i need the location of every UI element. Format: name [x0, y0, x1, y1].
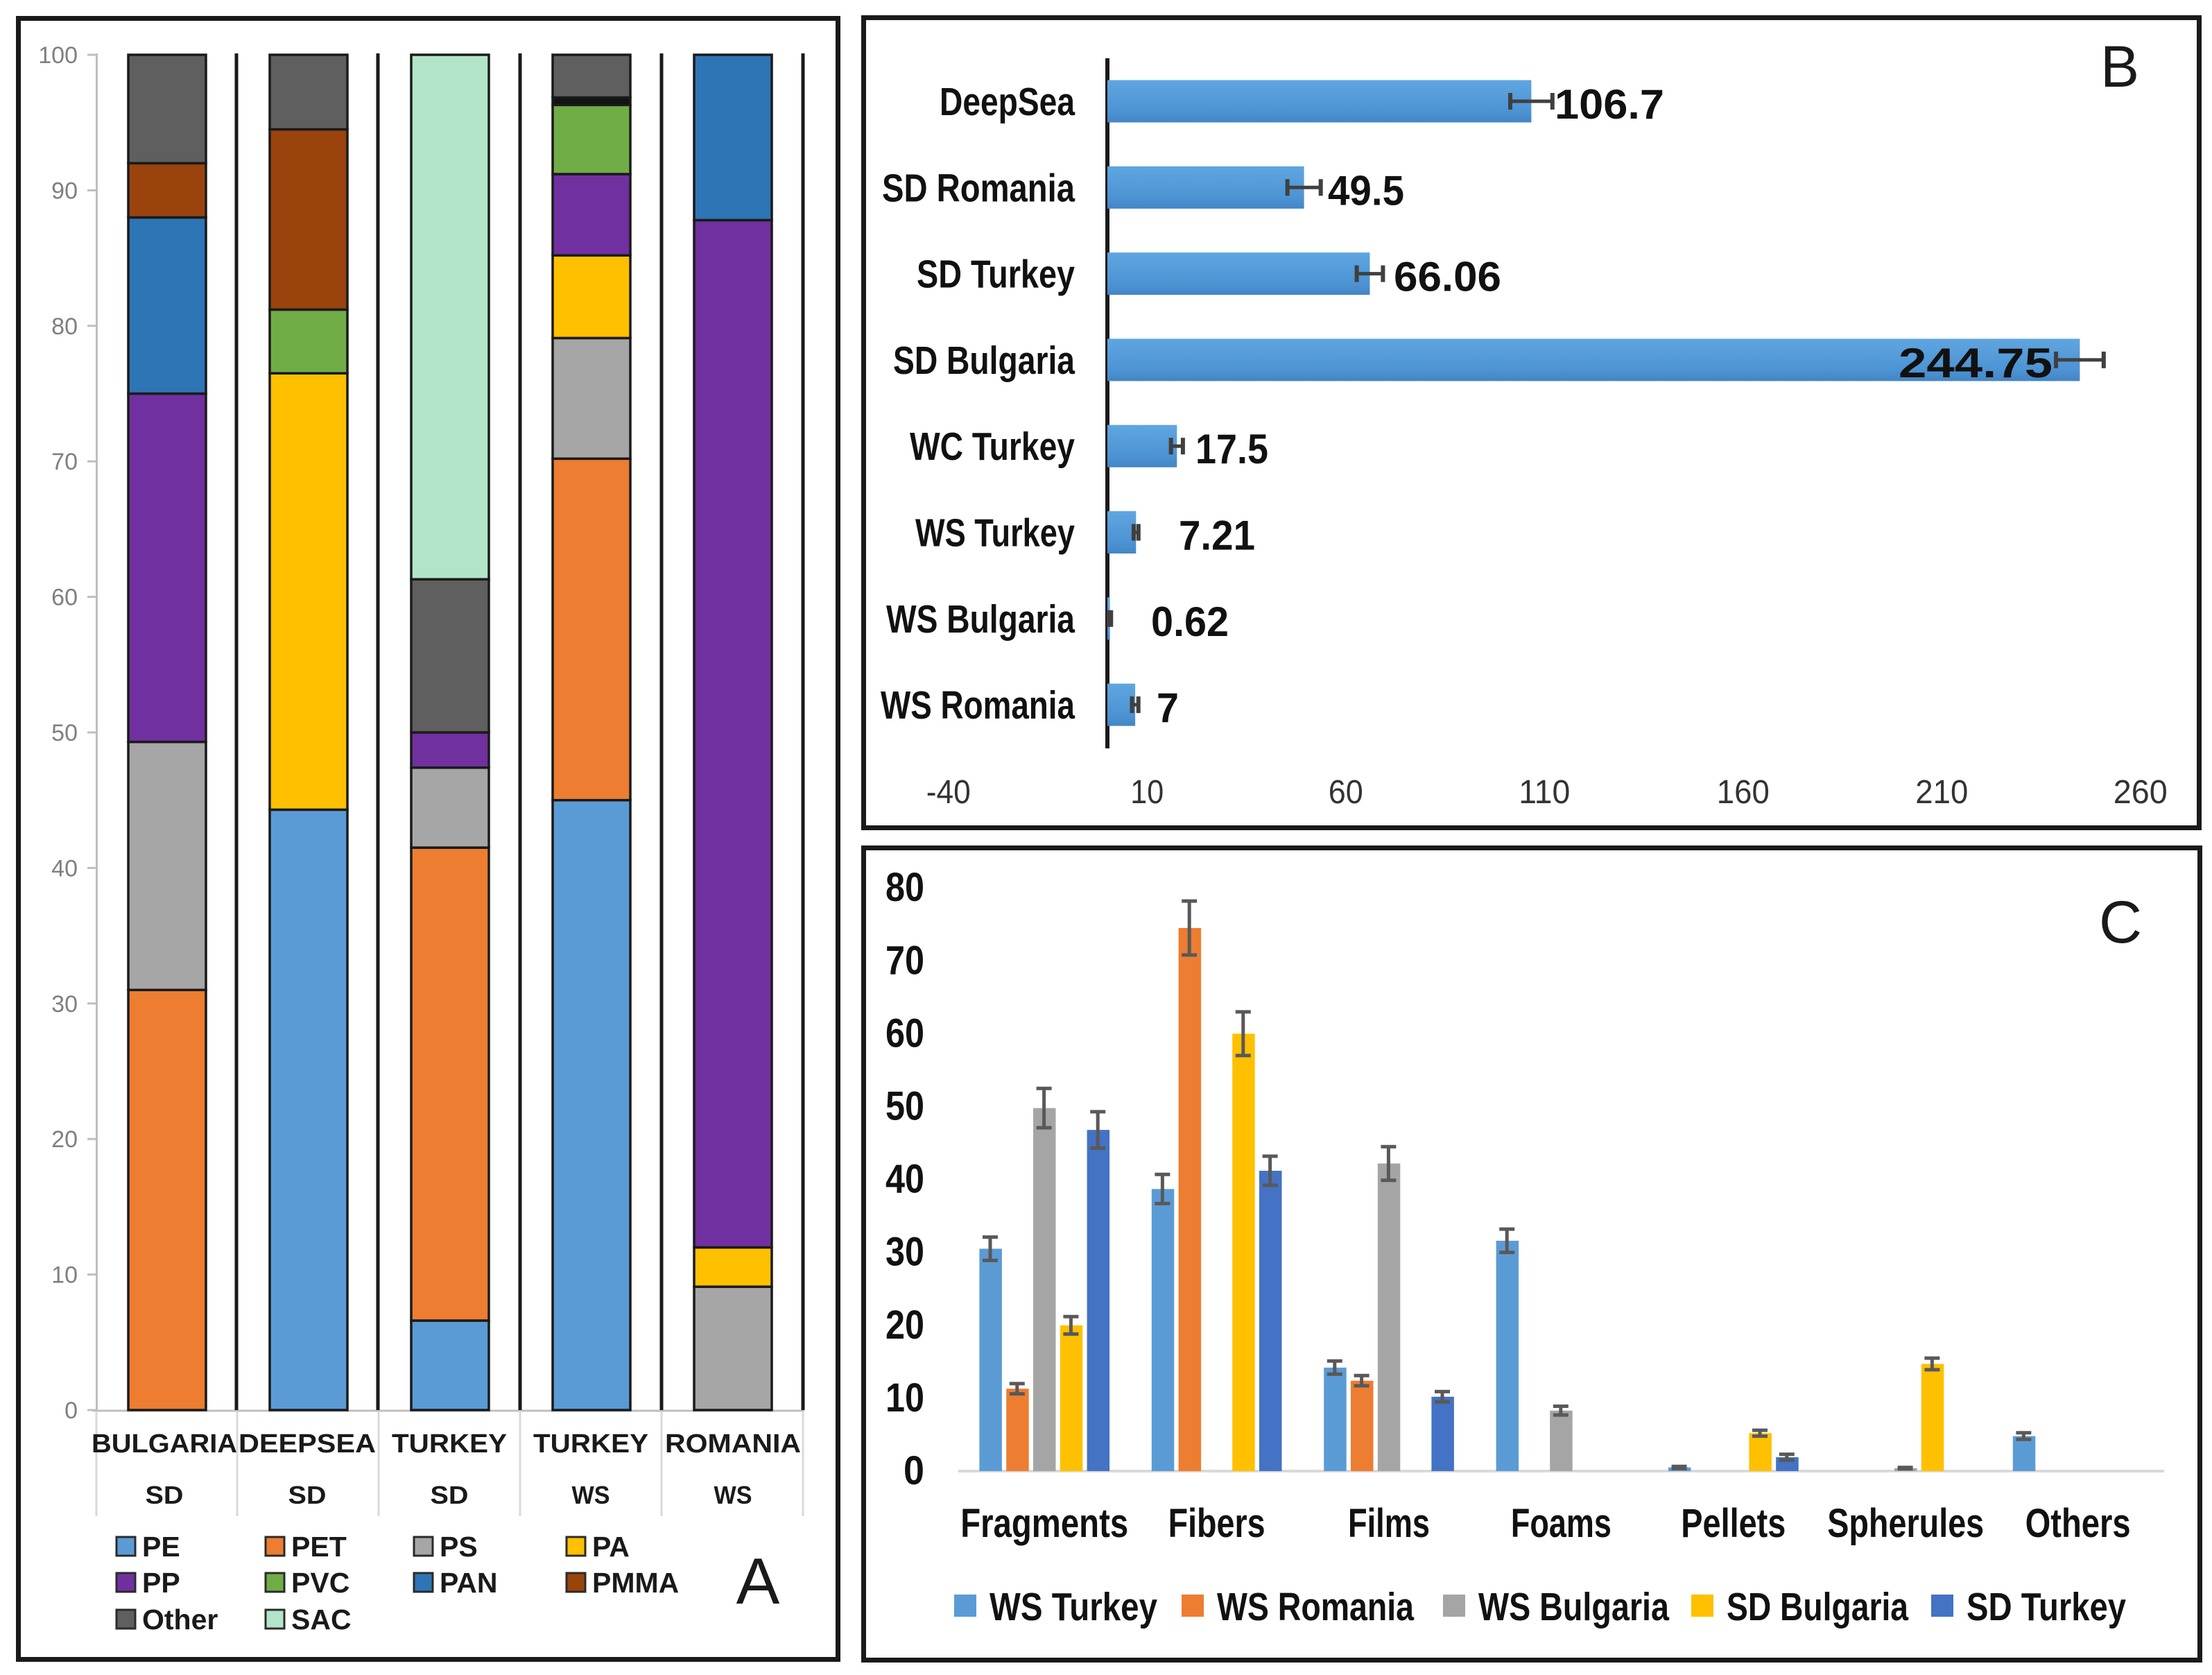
svg-text:100: 100 — [38, 42, 78, 69]
svg-text:B: B — [2100, 34, 2139, 99]
svg-text:40: 40 — [885, 1157, 924, 1202]
svg-text:WS Turkey: WS Turkey — [915, 511, 1075, 556]
svg-text:244.75: 244.75 — [1899, 340, 2053, 386]
svg-text:106.7: 106.7 — [1555, 81, 1664, 128]
svg-text:Foams: Foams — [1511, 1501, 1612, 1546]
svg-text:20: 20 — [885, 1303, 924, 1348]
svg-text:80: 80 — [51, 313, 78, 340]
svg-text:70: 70 — [885, 938, 924, 983]
svg-text:Fragments: Fragments — [960, 1501, 1128, 1546]
svg-text:SD: SD — [288, 1481, 327, 1509]
svg-text:40: 40 — [51, 855, 78, 882]
svg-text:10: 10 — [51, 1262, 78, 1289]
svg-text:260: 260 — [2114, 774, 2168, 811]
svg-text:SAC: SAC — [291, 1604, 352, 1635]
svg-text:Pellets: Pellets — [1681, 1501, 1786, 1546]
svg-text:SD Turkey: SD Turkey — [917, 252, 1075, 297]
svg-text:PS: PS — [440, 1531, 478, 1563]
svg-text:PET: PET — [291, 1531, 347, 1563]
svg-text:7: 7 — [1157, 685, 1179, 731]
svg-text:60: 60 — [885, 1011, 924, 1056]
svg-text:SD Bulgaria: SD Bulgaria — [893, 338, 1075, 383]
svg-text:PAN: PAN — [440, 1567, 498, 1599]
svg-text:Films: Films — [1348, 1501, 1430, 1546]
svg-text:80: 80 — [885, 865, 924, 910]
svg-text:WS: WS — [572, 1481, 610, 1509]
svg-text:PMMA: PMMA — [592, 1567, 679, 1599]
svg-text:PE: PE — [142, 1531, 180, 1563]
svg-text:10: 10 — [1130, 774, 1164, 811]
svg-text:49.5: 49.5 — [1328, 167, 1404, 214]
svg-text:SD Romania: SD Romania — [882, 166, 1075, 210]
svg-text:20: 20 — [51, 1126, 78, 1153]
svg-text:ROMANIA: ROMANIA — [665, 1429, 801, 1459]
svg-text:30: 30 — [51, 991, 78, 1017]
svg-text:WS Turkey: WS Turkey — [990, 1585, 1157, 1629]
svg-text:WS Romania: WS Romania — [1217, 1585, 1415, 1629]
svg-text:A: A — [736, 1545, 780, 1617]
svg-text:SD Turkey: SD Turkey — [1967, 1585, 2126, 1629]
svg-text:30: 30 — [885, 1230, 924, 1275]
svg-text:60: 60 — [51, 585, 78, 611]
svg-text:SD Bulgaria: SD Bulgaria — [1727, 1585, 1909, 1629]
svg-text:0: 0 — [64, 1398, 78, 1424]
svg-text:90: 90 — [51, 178, 78, 204]
svg-text:0.62: 0.62 — [1151, 599, 1229, 645]
svg-text:PP: PP — [142, 1567, 180, 1599]
svg-text:Spherules: Spherules — [1827, 1501, 1984, 1546]
svg-text:WS Romania: WS Romania — [881, 683, 1075, 728]
svg-text:BULGARIA: BULGARIA — [92, 1429, 237, 1459]
svg-text:10: 10 — [885, 1375, 924, 1420]
svg-text:TURKEY: TURKEY — [392, 1429, 507, 1459]
svg-text:DEEPSEA: DEEPSEA — [239, 1429, 376, 1459]
svg-text:WS Bulgaria: WS Bulgaria — [886, 597, 1075, 642]
svg-text:PA: PA — [592, 1531, 630, 1563]
svg-text:210: 210 — [1915, 774, 1968, 811]
svg-text:0: 0 — [904, 1448, 924, 1493]
svg-text:Other: Other — [142, 1604, 218, 1635]
svg-text:WC Turkey: WC Turkey — [910, 424, 1075, 469]
svg-text:50: 50 — [885, 1084, 924, 1129]
svg-text:SD: SD — [431, 1481, 469, 1509]
svg-text:-40: -40 — [926, 774, 971, 811]
svg-text:PVC: PVC — [291, 1567, 349, 1599]
svg-text:Fibers: Fibers — [1168, 1501, 1265, 1546]
svg-text:WS: WS — [714, 1481, 752, 1509]
svg-text:SD: SD — [146, 1481, 184, 1509]
svg-text:50: 50 — [51, 720, 78, 746]
svg-text:160: 160 — [1717, 774, 1770, 811]
svg-text:110: 110 — [1519, 774, 1570, 811]
svg-text:TURKEY: TURKEY — [533, 1429, 648, 1459]
svg-text:WS Bulgaria: WS Bulgaria — [1478, 1585, 1670, 1629]
svg-text:DeepSea: DeepSea — [940, 80, 1075, 124]
svg-text:C: C — [2099, 889, 2142, 956]
svg-text:70: 70 — [51, 449, 78, 475]
svg-text:17.5: 17.5 — [1195, 426, 1268, 472]
svg-text:7.21: 7.21 — [1179, 513, 1255, 559]
svg-text:Others: Others — [2025, 1501, 2131, 1546]
svg-text:66.06: 66.06 — [1394, 254, 1501, 300]
svg-text:60: 60 — [1329, 774, 1363, 811]
